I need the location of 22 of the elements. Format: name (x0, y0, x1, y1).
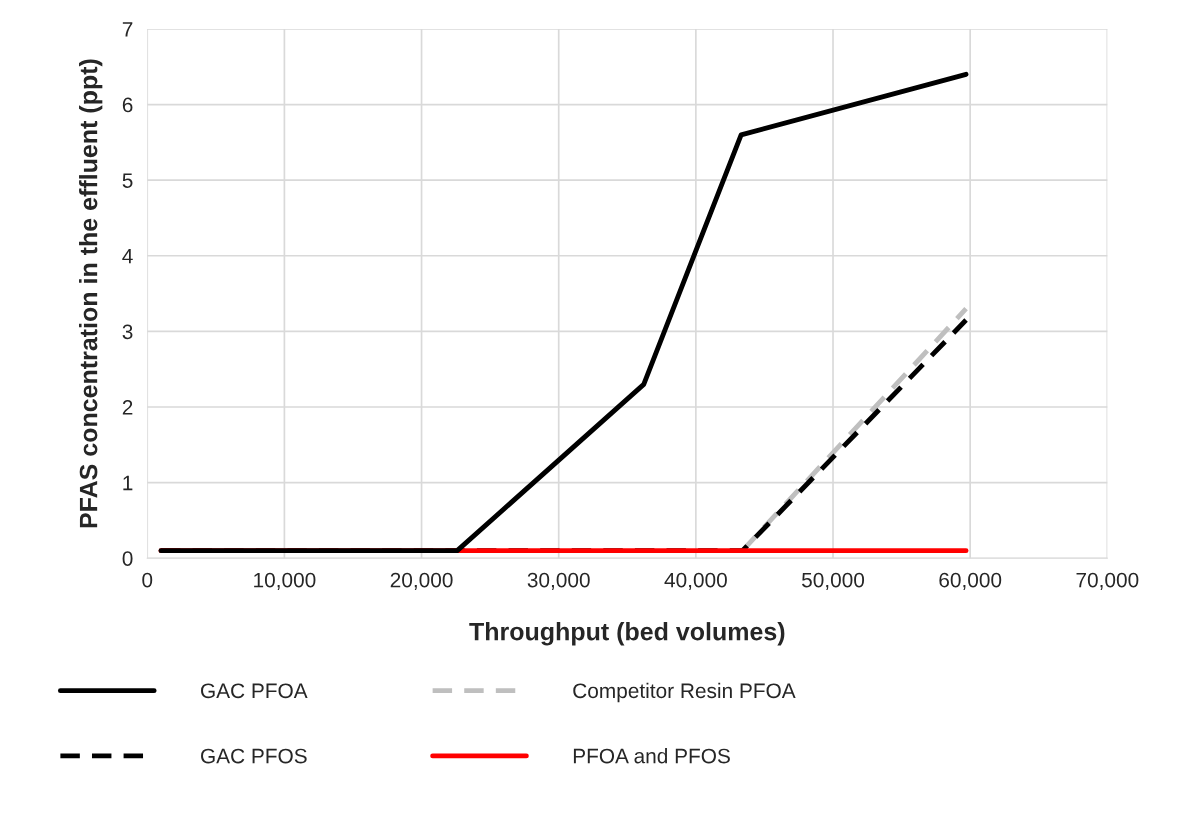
x-tick-label: 50,000 (801, 572, 865, 590)
legend-label: GAC PFOA (201, 683, 308, 699)
y-tick-label: 1 (123, 475, 133, 491)
y-tick-label: 2 (122, 400, 133, 415)
x-tick-label: 60,000 (939, 572, 1002, 590)
y-tick-label: 4 (122, 249, 133, 264)
y-tick-label: 0 (122, 551, 133, 566)
y-tick-label: 7 (122, 22, 133, 37)
y-axis-title: PFAS concentration in the effluent (ppt) (79, 59, 103, 528)
x-tick-label: 30,000 (527, 572, 590, 590)
x-tick-label: 70,000 (1076, 572, 1139, 590)
x-axis-title: Throughput (bed volumes) (469, 622, 785, 646)
x-tick-label: 10,000 (254, 572, 316, 590)
legend-label: PFOA and PFOS (573, 748, 730, 764)
y-tick-label: 6 (122, 97, 133, 113)
x-tick-label: 20,000 (390, 572, 453, 590)
legend-label: Competitor Resin PFOA (573, 682, 796, 703)
y-tick-label: 3 (122, 324, 133, 340)
x-tick-label: 40,000 (664, 572, 727, 590)
y-tick-label: 5 (122, 173, 133, 188)
legend-label: GAC PFOS (201, 748, 307, 764)
x-tick-label: 0 (142, 572, 153, 588)
